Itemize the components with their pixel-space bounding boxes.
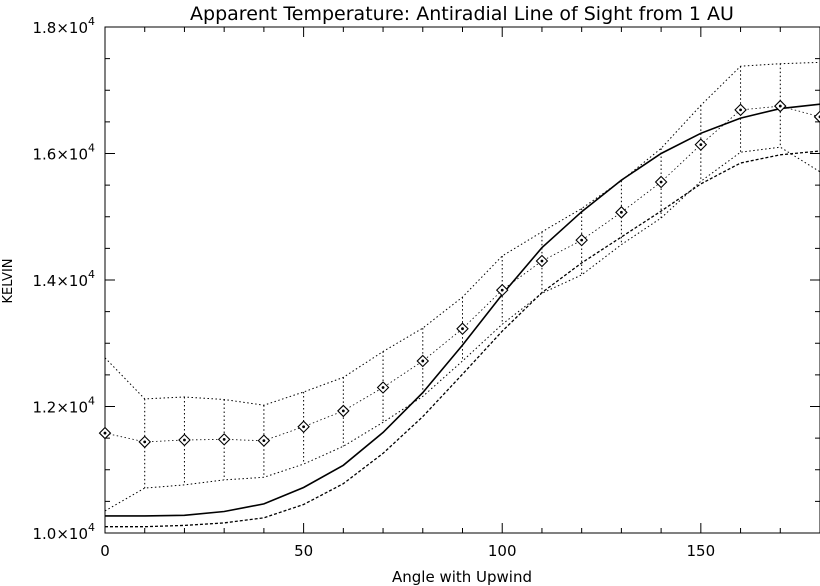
- data-point-120: [575, 233, 588, 247]
- data-point-130: [615, 206, 628, 219]
- data-point-40: [257, 434, 271, 447]
- data-point-100: [495, 283, 509, 297]
- y-tick-label-10000: 1.0×104: [32, 521, 95, 543]
- upper-envelope-line: [104, 61, 820, 406]
- y-axis-label: KELVIN: [1, 258, 16, 303]
- y-tick-label-12000: 1.2×104: [32, 395, 95, 417]
- x-tick-label-50: 50: [294, 542, 313, 560]
- data-point-90: [456, 322, 469, 335]
- model-dashed-line: [105, 150, 820, 528]
- data-point-180: [813, 110, 820, 124]
- x-tick-label-0: 0: [100, 542, 110, 560]
- data-point-80: [416, 354, 430, 368]
- model-solid-line: [105, 103, 820, 517]
- y-tick-label-16000: 1.6×104: [32, 142, 95, 164]
- y-tick-label-14000: 1.4×104: [32, 268, 95, 290]
- data-point-110: [535, 254, 549, 268]
- x-axis-label: Angle with Upwind: [392, 568, 532, 586]
- data-point-60: [337, 404, 350, 418]
- data-point-170: [773, 99, 787, 113]
- data-point-160: [734, 103, 747, 117]
- y-tick-label-18000: 1.8×104: [32, 15, 95, 37]
- measured-connector-line: [104, 105, 820, 443]
- data-point-50: [297, 420, 310, 434]
- data-point-140: [654, 175, 668, 189]
- x-tick-label-100: 100: [488, 542, 517, 560]
- chart-title: Apparent Temperature: Antiradial Line of…: [190, 3, 734, 25]
- data-point-20: [178, 433, 191, 447]
- data-point-30: [217, 433, 231, 446]
- data-point-70: [376, 381, 390, 394]
- x-tick-label-150: 150: [687, 542, 716, 560]
- data-point-10: [138, 435, 152, 449]
- data-point-0: [98, 426, 112, 440]
- data-point-150: [694, 138, 708, 151]
- plot-frame: [104, 26, 820, 534]
